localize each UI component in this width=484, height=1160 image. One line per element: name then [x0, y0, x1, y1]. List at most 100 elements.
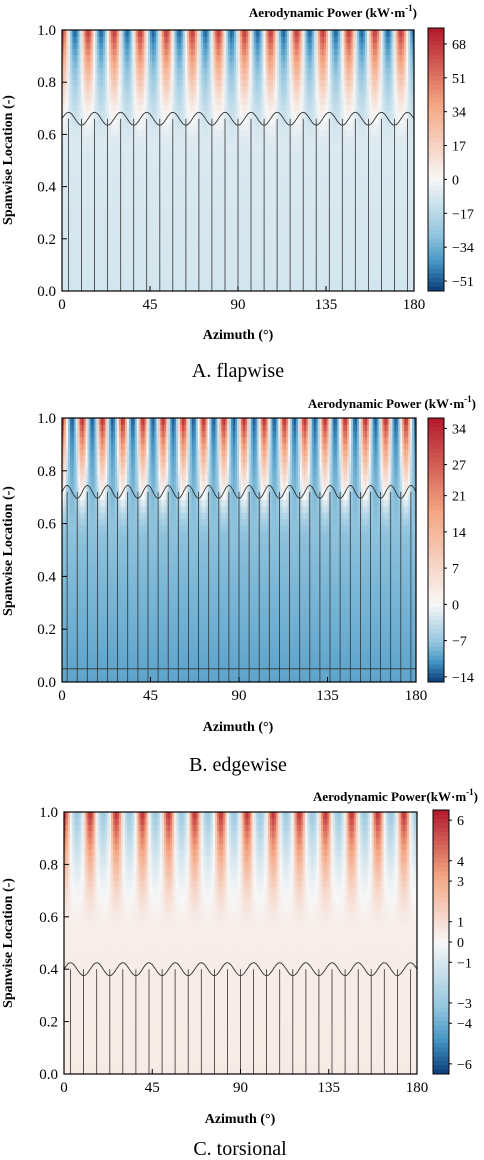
heatmap-cell — [95, 253, 98, 261]
heatmap-cell — [167, 110, 170, 118]
heatmap-cell — [163, 141, 167, 149]
heatmap-cell — [114, 166, 118, 174]
heatmap-cell — [224, 123, 227, 130]
heatmap-cell — [181, 123, 184, 130]
heatmap-cell — [181, 73, 184, 81]
heatmap-cell — [224, 160, 227, 168]
heatmap-cell — [161, 98, 165, 105]
heatmap-cell — [128, 98, 131, 105]
heatmap-cell — [155, 85, 159, 93]
heatmap-cell — [91, 241, 94, 248]
heatmap-cell — [146, 104, 149, 112]
heatmap-cell — [148, 197, 151, 205]
heatmap-cell — [126, 154, 129, 161]
heatmap-cell — [120, 191, 124, 199]
heatmap-cell — [171, 79, 174, 87]
heatmap-cell — [62, 42, 65, 50]
heatmap-cell — [185, 272, 188, 279]
heatmap-cell — [101, 216, 104, 224]
heatmap-cell — [196, 36, 200, 43]
heatmap-cell — [79, 191, 82, 199]
heatmap-cell — [196, 104, 200, 112]
heatmap-cell — [200, 278, 204, 286]
heatmap-cell — [105, 85, 108, 93]
heatmap-cell — [130, 117, 133, 124]
heatmap-cell — [206, 135, 210, 143]
heatmap-cell — [155, 235, 159, 242]
heatmap-cell — [91, 98, 94, 105]
heatmap-cell — [239, 104, 243, 112]
heatmap-cell — [232, 104, 235, 112]
heatmap-cell — [161, 253, 165, 261]
heatmap-cell — [194, 179, 198, 186]
heatmap-cell — [245, 79, 249, 87]
heatmap-cell — [138, 222, 141, 230]
heatmap-cell — [120, 166, 124, 174]
heatmap-cell — [95, 204, 98, 211]
heatmap-cell — [138, 104, 141, 112]
heatmap-cell — [95, 197, 98, 205]
heatmap-cell — [183, 92, 186, 99]
heatmap-cell — [234, 98, 237, 105]
heatmap-cell — [85, 92, 88, 99]
heatmap-cell — [130, 278, 133, 286]
heatmap-cell — [245, 210, 249, 217]
heatmap-cell — [238, 123, 241, 130]
heatmap-cell — [208, 235, 212, 242]
heatmap-cell — [136, 266, 139, 273]
heatmap-cell — [216, 48, 219, 56]
heatmap-cell — [103, 204, 106, 211]
heatmap-cell — [110, 148, 114, 155]
heatmap-cell — [228, 166, 231, 174]
heatmap-cell — [224, 204, 227, 211]
heatmap-cell — [144, 154, 147, 161]
heatmap-cell — [112, 135, 116, 143]
heatmap-cell — [106, 166, 110, 174]
heatmap-cell — [146, 247, 149, 255]
heatmap-cell — [198, 191, 202, 199]
heatmap-cell — [103, 272, 106, 279]
heatmap-cell — [136, 253, 139, 261]
heatmap-cell — [230, 253, 233, 261]
heatmap-cell — [239, 92, 243, 99]
heatmap-cell — [167, 235, 170, 242]
heatmap-cell — [106, 48, 110, 56]
heatmap-cell — [110, 104, 114, 112]
heatmap-cell — [146, 197, 149, 205]
heatmap-cell — [62, 216, 65, 224]
heatmap-cell — [85, 48, 88, 56]
heatmap-cell — [85, 67, 88, 74]
heatmap-cell — [103, 253, 106, 261]
heatmap-cell — [114, 222, 118, 230]
heatmap-cell — [120, 117, 124, 124]
heatmap-cell — [130, 241, 133, 248]
heatmap-cell — [155, 228, 159, 236]
heatmap-cell — [210, 30, 213, 37]
heatmap-cell — [157, 185, 161, 192]
heatmap-cell — [95, 191, 98, 199]
heatmap-cell — [67, 197, 71, 205]
heatmap-cell — [210, 61, 213, 68]
heatmap-cell — [89, 222, 92, 230]
heatmap-cell — [234, 123, 237, 130]
heatmap-cell — [97, 284, 100, 292]
heatmap-cell — [77, 79, 80, 87]
heatmap-cell — [95, 166, 98, 174]
heatmap-cell — [169, 228, 172, 236]
heatmap-cell — [232, 253, 235, 261]
heatmap-cell — [193, 36, 196, 43]
heatmap-cell — [193, 154, 196, 161]
heatmap-cell — [232, 172, 235, 180]
heatmap-cell — [108, 117, 112, 124]
heatmap-cell — [216, 110, 219, 118]
heatmap-cell — [194, 284, 198, 292]
heatmap-cell — [230, 259, 233, 267]
heatmap-cell — [136, 191, 139, 199]
heatmap-cell — [87, 141, 90, 149]
heatmap-cell — [179, 61, 182, 68]
heatmap-cell — [116, 185, 120, 192]
heatmap-cell — [206, 61, 210, 68]
heatmap-cell — [179, 241, 182, 248]
heatmap-cell — [122, 123, 125, 130]
heatmap-cell — [77, 241, 80, 248]
